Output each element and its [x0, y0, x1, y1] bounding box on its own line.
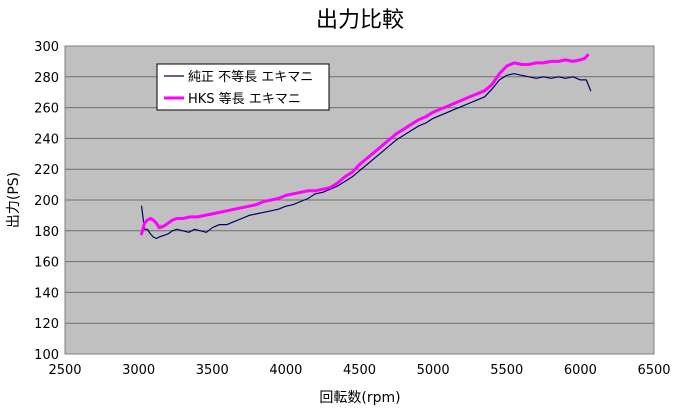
y-tick-label: 100: [34, 348, 59, 363]
y-axis-label: 出力(PS): [6, 172, 22, 228]
legend-label-series-2: HKS 等長 エキマニ: [188, 91, 301, 107]
y-tick-label: 180: [34, 225, 59, 240]
x-axis-label: 回転数(rpm): [319, 390, 400, 406]
y-tick-label: 300: [34, 40, 59, 55]
x-tick-label: 2500: [48, 363, 81, 378]
legend-label-series-1: 純正 不等長 エキマニ: [188, 69, 313, 85]
x-tick-label: 4000: [269, 363, 302, 378]
x-tick-label: 5500: [490, 363, 523, 378]
x-tick-label: 3500: [196, 363, 229, 378]
y-axis-ticks: 100 120 140 160 180 200 220 240 260 280 300: [34, 40, 59, 363]
x-tick-label: 6500: [637, 363, 670, 378]
x-tick-label: 6000: [564, 363, 597, 378]
legend-box: [156, 63, 330, 111]
chart-title: 出力比較: [316, 8, 404, 33]
y-tick-label: 280: [34, 71, 59, 86]
x-tick-label: 5000: [417, 363, 450, 378]
y-tick-label: 160: [34, 256, 59, 271]
y-tick-label: 220: [34, 163, 59, 178]
legend: 純正 不等長 エキマニ HKS 等長 エキマニ: [156, 63, 330, 111]
x-tick-label: 4500: [343, 363, 376, 378]
series-lines: [140, 53, 592, 240]
series-line-1: [141, 73, 592, 240]
y-tick-label: 140: [34, 286, 59, 301]
x-tick-label: 3000: [122, 363, 155, 378]
y-tick-label: 200: [34, 194, 59, 209]
y-tick-label: 240: [34, 132, 59, 147]
series-line-2: [140, 53, 590, 236]
x-axis-ticks: 2500 3000 3500 4000 4500 5000 5500 6000 6500: [48, 363, 670, 378]
y-tick-label: 120: [34, 317, 59, 332]
y-tick-label: 260: [34, 102, 59, 117]
